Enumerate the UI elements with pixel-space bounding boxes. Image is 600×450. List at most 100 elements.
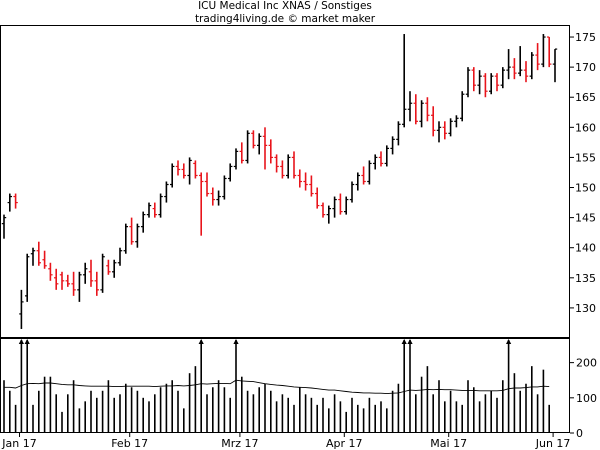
ohlc-bar [123, 223, 128, 254]
volume-tick-label: 100 [576, 392, 597, 405]
ohlc-bar [535, 43, 540, 71]
ohlc-bar [523, 61, 529, 83]
ohlc-bar [19, 289, 24, 329]
chart-title: ICU Medical Inc XNAS / Sonstiges [198, 0, 372, 12]
ohlc-bar [71, 271, 76, 296]
ohlc-bar [315, 187, 320, 209]
ohlc-bar [344, 196, 349, 215]
ohlc-bar [135, 223, 140, 248]
ohlc-bar [326, 205, 331, 224]
ohlc-bar [158, 193, 163, 218]
ohlc-bar [512, 58, 517, 80]
volume-moving-average [4, 379, 550, 395]
ohlc-bar [413, 94, 418, 125]
price-tick-label: 135 [575, 272, 596, 285]
ohlc-bar [332, 196, 337, 218]
ohlc-bar [419, 100, 424, 128]
ohlc-bar [117, 247, 123, 266]
ohlc-bar [442, 121, 447, 140]
ohlc-bar [77, 271, 82, 302]
ohlc-bar [59, 271, 65, 290]
ohlc-bar [390, 136, 395, 155]
volume-overflow-arrow [401, 339, 407, 344]
ohlc-bar [222, 175, 227, 200]
ohlc-bar [465, 67, 471, 98]
ohlc-bar [297, 169, 302, 188]
ohlc-bar [483, 73, 488, 98]
ohlc-bar [547, 36, 552, 68]
ohlc-bar [262, 127, 268, 170]
ohlc-bar [373, 154, 378, 170]
ohlc-bar [54, 268, 59, 290]
ohlc-bar [88, 259, 94, 287]
ohlc-bar [210, 187, 215, 206]
ohlc-bar [500, 67, 505, 89]
ohlc-bar [239, 142, 244, 164]
ohlc-bar [129, 217, 134, 245]
volume-overflow-arrow [407, 339, 413, 344]
ohlc-bar [309, 175, 314, 197]
price-tick-label: 170 [575, 61, 596, 74]
ohlc-bar [274, 154, 279, 173]
chart-subtitle: trading4living.de © market maker [194, 13, 376, 25]
price-tick-label: 130 [575, 302, 596, 315]
ohlc-bar [25, 253, 30, 302]
ohlc-bar [378, 151, 384, 167]
volume-overflow-arrow [198, 339, 204, 344]
ohlc-bar [286, 154, 291, 179]
ohlc-bar [146, 202, 152, 218]
ohlc-bar [181, 163, 186, 179]
ohlc-bar [199, 172, 204, 236]
price-tick-label: 165 [575, 91, 596, 104]
price-tick-label: 145 [575, 212, 596, 225]
ohlc-bar [396, 121, 401, 146]
price-tick-label: 160 [575, 121, 596, 134]
x-tick-label: Feb 17 [111, 437, 148, 450]
ohlc-bar [448, 118, 453, 137]
ohlc-bar [257, 133, 262, 155]
ohlc-bar [152, 202, 157, 218]
ohlc-bar [48, 262, 53, 281]
ohlc-bar [164, 181, 169, 203]
volume-bars [3, 339, 551, 433]
ohlc-bar [233, 148, 239, 170]
ohlc-bar [552, 48, 558, 83]
ohlc-bar [489, 73, 494, 95]
ohlc-bar [320, 202, 326, 218]
ohlc-bar [436, 121, 442, 143]
price-tick-label: 155 [575, 151, 596, 164]
ohlc-bar [431, 106, 436, 137]
volume-tick-label: 0 [576, 427, 583, 440]
ohlc-bar [36, 241, 41, 266]
ohlc-bar [349, 181, 355, 203]
ohlc-bar [407, 91, 413, 122]
ohlc-bar [291, 151, 297, 179]
ohlc-bar [338, 193, 343, 215]
ohlc-bar [7, 193, 12, 212]
x-tick-label: Mrz 17 [221, 437, 258, 450]
ohlc-bar [175, 160, 181, 176]
volume-tick-label: 200 [576, 357, 597, 370]
ohlc-bar [170, 163, 175, 188]
x-tick-label: Jun 17 [535, 437, 571, 450]
ohlc-bar [13, 193, 18, 209]
chart-frame [0, 25, 570, 433]
x-axis: Jan 17 Feb 17 Mrz 17 Apr 17 Mai 17 Jun 17 [1, 433, 570, 450]
ohlc-bar [106, 259, 111, 275]
ohlc-bar [30, 247, 36, 266]
ohlc-bar [100, 253, 105, 293]
ohlc-bar [506, 49, 511, 80]
price-tick-label: 150 [575, 182, 596, 195]
ohlc-bar [83, 262, 88, 284]
ohlc-bar [454, 115, 459, 128]
ohlc-bar [94, 271, 99, 296]
ohlc-bar [402, 34, 407, 128]
price-tick-label: 175 [575, 31, 596, 44]
ohlc-bar [303, 172, 308, 191]
volume-overflow-arrow [233, 339, 239, 344]
ohlc-bar [141, 211, 146, 233]
ohlc-bar [355, 172, 360, 191]
ohlc-bar [280, 160, 285, 179]
